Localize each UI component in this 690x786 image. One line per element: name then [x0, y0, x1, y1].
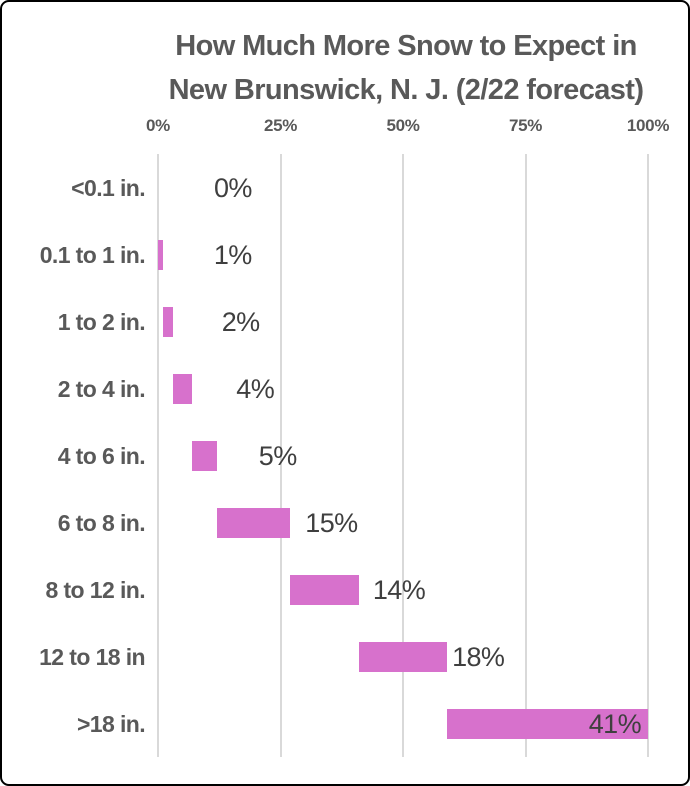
category-label: 6 to 8 in. — [57, 509, 146, 536]
value-label: 5% — [258, 440, 297, 471]
x-axis-tick-label: 100% — [626, 116, 670, 135]
bar — [216, 507, 291, 538]
category-label: 2 to 4 in. — [57, 375, 146, 402]
x-axis-tick-label: 50% — [386, 116, 420, 135]
category-label: 8 to 12 in. — [45, 576, 146, 603]
value-label: 41% — [588, 708, 642, 739]
value-label: 1% — [213, 239, 252, 270]
x-axis-tick-label: 75% — [508, 116, 543, 135]
gridline — [157, 154, 159, 757]
bar — [192, 440, 217, 471]
chart-title-line2: New Brunswick, N. J. (2/22 forecast) — [168, 74, 644, 106]
gridline — [279, 154, 282, 757]
value-label: 0% — [214, 172, 252, 203]
x-axis-tick-label: 25% — [263, 116, 298, 135]
bar — [158, 239, 163, 270]
category-label: >18 in. — [76, 710, 146, 737]
gridline — [524, 154, 527, 757]
value-label: 4% — [236, 373, 275, 404]
value-label: 2% — [221, 306, 260, 337]
gridline — [647, 154, 649, 757]
category-label: 0.1 to 1 in. — [39, 241, 146, 268]
category-label: 12 to 18 in — [39, 643, 145, 670]
chart-title: How Much More Snow to Expect in New Brun… — [130, 24, 682, 112]
value-label: 14% — [372, 574, 426, 605]
category-label: <0.1 in. — [71, 174, 145, 201]
bar — [172, 373, 193, 404]
category-label: 4 to 6 in. — [57, 442, 146, 469]
bar — [290, 574, 359, 605]
category-label: 1 to 2 in. — [57, 308, 146, 335]
gridline — [402, 154, 404, 757]
value-label: 15% — [305, 507, 358, 538]
bar — [162, 306, 173, 337]
x-axis-tick-label: 0% — [146, 116, 170, 135]
bar — [447, 708, 648, 739]
value-label: 18% — [452, 641, 505, 672]
bar — [358, 641, 448, 672]
chart-title-line1: How Much More Snow to Expect in — [175, 30, 637, 62]
